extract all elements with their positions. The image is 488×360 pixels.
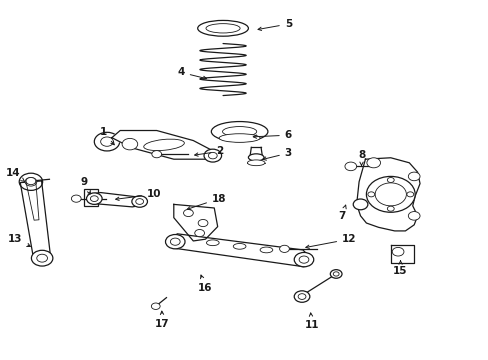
Polygon shape — [173, 204, 217, 241]
Text: 9: 9 — [80, 177, 90, 194]
Text: 4: 4 — [177, 67, 206, 80]
Text: 5: 5 — [258, 19, 291, 31]
Ellipse shape — [219, 134, 260, 142]
Ellipse shape — [197, 21, 248, 36]
Circle shape — [37, 254, 47, 262]
Polygon shape — [20, 181, 51, 259]
Circle shape — [165, 234, 184, 249]
Circle shape — [279, 245, 289, 252]
Circle shape — [330, 270, 341, 278]
Circle shape — [203, 149, 221, 162]
Text: 12: 12 — [305, 234, 356, 248]
Circle shape — [208, 152, 217, 159]
Ellipse shape — [205, 24, 240, 33]
Circle shape — [332, 272, 338, 276]
Circle shape — [391, 247, 403, 256]
Circle shape — [366, 158, 380, 168]
Ellipse shape — [233, 243, 245, 249]
Ellipse shape — [260, 247, 272, 253]
Circle shape — [122, 138, 138, 150]
Text: 16: 16 — [198, 275, 212, 293]
Circle shape — [374, 183, 406, 206]
Text: 17: 17 — [155, 311, 169, 329]
Polygon shape — [390, 245, 413, 263]
Circle shape — [101, 137, 113, 146]
Text: 7: 7 — [338, 205, 346, 221]
Circle shape — [367, 192, 374, 197]
Text: 1: 1 — [99, 127, 114, 145]
Circle shape — [294, 291, 309, 302]
Circle shape — [344, 162, 356, 171]
Circle shape — [26, 177, 36, 185]
Circle shape — [19, 173, 42, 190]
Text: 18: 18 — [187, 194, 226, 210]
Circle shape — [406, 192, 413, 197]
Polygon shape — [356, 158, 419, 231]
Ellipse shape — [222, 127, 256, 136]
Circle shape — [386, 206, 393, 211]
Ellipse shape — [206, 240, 219, 246]
Circle shape — [170, 238, 180, 245]
Circle shape — [86, 193, 102, 204]
Ellipse shape — [143, 139, 184, 150]
Circle shape — [366, 176, 414, 212]
Text: 13: 13 — [8, 234, 30, 247]
Circle shape — [194, 229, 204, 237]
Circle shape — [407, 172, 419, 181]
Text: 15: 15 — [392, 261, 407, 276]
Text: 14: 14 — [5, 168, 25, 182]
Text: 8: 8 — [357, 150, 365, 166]
Circle shape — [183, 210, 193, 217]
Text: 11: 11 — [304, 313, 318, 330]
Circle shape — [152, 150, 161, 158]
Circle shape — [94, 132, 120, 151]
Circle shape — [407, 212, 419, 220]
Polygon shape — [112, 131, 215, 159]
Ellipse shape — [211, 122, 267, 141]
Circle shape — [298, 294, 305, 300]
Circle shape — [31, 250, 53, 266]
Circle shape — [25, 177, 37, 186]
Text: 2: 2 — [194, 146, 224, 156]
Text: 6: 6 — [253, 130, 291, 140]
Circle shape — [198, 220, 207, 226]
Circle shape — [71, 195, 81, 202]
Text: 3: 3 — [263, 148, 291, 160]
Circle shape — [386, 177, 393, 183]
Circle shape — [90, 196, 98, 202]
Ellipse shape — [247, 160, 264, 166]
Circle shape — [151, 303, 160, 310]
Circle shape — [294, 252, 313, 267]
Text: 10: 10 — [116, 189, 161, 201]
Circle shape — [132, 196, 147, 207]
Bar — [84, 189, 98, 206]
Polygon shape — [88, 193, 146, 207]
Polygon shape — [170, 234, 311, 267]
Ellipse shape — [248, 154, 264, 161]
Circle shape — [352, 199, 367, 210]
Circle shape — [136, 199, 143, 204]
Circle shape — [299, 256, 308, 263]
